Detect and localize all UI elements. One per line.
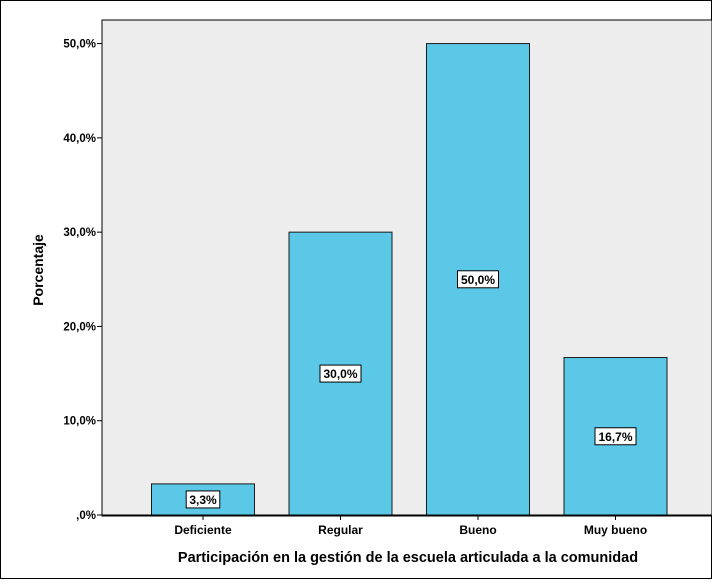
y-tick-label: 40,0% xyxy=(63,133,96,145)
x-axis: Deficiente Regular Bueno Muy bueno xyxy=(102,514,712,537)
y-tick-label: 10,0% xyxy=(63,416,96,428)
y-tick-label: 20,0% xyxy=(63,321,96,333)
data-label-box xyxy=(185,490,221,509)
data-label-box xyxy=(594,427,637,446)
x-tick-label: Deficiente xyxy=(174,523,232,537)
y-tick-label: ,0% xyxy=(76,510,96,522)
y-tick-label: 50,0% xyxy=(63,39,96,51)
bars: 3,3% 30,0% 50,0% 16,7% xyxy=(151,43,668,516)
data-label: 50,0% xyxy=(461,273,495,287)
data-label-box xyxy=(319,364,362,383)
y-axis: ,0% 10,0% 20,0% 30,0% 40,0% 50,0% xyxy=(63,20,103,522)
y-tick-label: 30,0% xyxy=(63,227,96,239)
data-label: 30,0% xyxy=(323,367,357,381)
data-label: 3,3% xyxy=(189,493,217,507)
x-tick-label: Bueno xyxy=(459,523,496,537)
x-tick-label: Muy bueno xyxy=(584,523,647,537)
data-label: 16,7% xyxy=(598,430,632,444)
data-label-box xyxy=(457,270,499,289)
x-tick-label: Regular xyxy=(318,523,363,537)
x-axis-label: Participación en la gestión de la escuel… xyxy=(178,550,638,566)
y-axis-label: Porcentaje xyxy=(30,234,46,306)
